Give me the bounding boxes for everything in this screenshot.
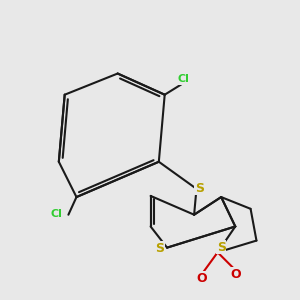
Text: O: O	[196, 272, 207, 285]
Text: S: S	[155, 242, 164, 255]
Text: O: O	[230, 268, 241, 281]
Text: Cl: Cl	[177, 74, 189, 84]
Text: Cl: Cl	[50, 209, 62, 219]
Text: S: S	[217, 241, 226, 254]
Text: S: S	[195, 182, 204, 195]
